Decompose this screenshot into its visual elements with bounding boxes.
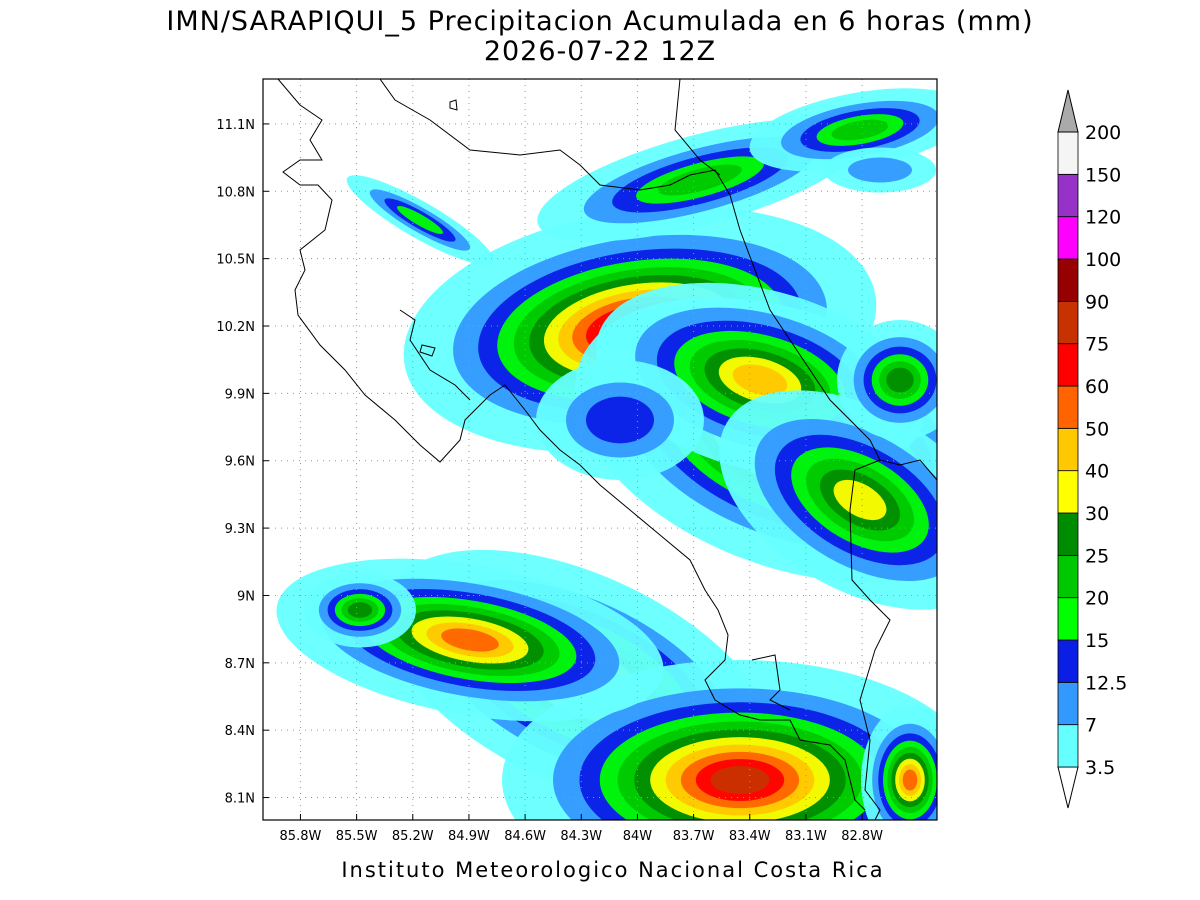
precipitation-field xyxy=(276,88,937,820)
lon-tick-label: 84W xyxy=(623,829,653,844)
colorbar-label: 30 xyxy=(1085,503,1109,525)
colorbar-label: 120 xyxy=(1085,207,1121,229)
lat-tick-label: 10.5N xyxy=(216,253,255,268)
lat-tick-label: 10.8N xyxy=(216,185,255,200)
colorbar-band xyxy=(1057,724,1079,768)
colorbar-label: 50 xyxy=(1085,418,1109,440)
lat-tick-label: 8.7N xyxy=(225,657,255,672)
colorbar-band xyxy=(1057,427,1079,472)
colorbar-band xyxy=(1057,681,1079,726)
lat-tick-label: 11.1N xyxy=(216,118,255,133)
colorbar: 3.5 7 12.5 15 20 25 30 40 50 60 75 90 100 120 150 200 xyxy=(1057,89,1127,809)
colorbar-label: 75 xyxy=(1085,334,1109,356)
precip-contour xyxy=(347,602,373,618)
lon-tick-label: 84.9W xyxy=(448,829,490,844)
colorbar-label: 25 xyxy=(1085,545,1109,567)
lon-tick-label: 83.1W xyxy=(785,829,827,844)
colorbar-band xyxy=(1057,639,1079,683)
colorbar-band xyxy=(1057,512,1079,556)
lat-tick-label: 9.6N xyxy=(225,455,255,470)
precip-contour xyxy=(833,479,887,521)
colorbar-label: 40 xyxy=(1085,461,1109,483)
lon-tick-label: 82.8W xyxy=(841,829,883,844)
lon-tick-label: 85.5W xyxy=(336,829,378,844)
lon-tick-label: 83.4W xyxy=(729,829,771,844)
lon-tick-label: 84.3W xyxy=(560,829,602,844)
colorbar-label: 90 xyxy=(1085,291,1109,313)
graticule: 11.1N 10.8N 10.5N 10.2N 9.9N 9.6N 9.3N 9N 8.7N 8.… xyxy=(216,79,937,844)
colorbar-label: 150 xyxy=(1085,164,1121,186)
precip-contour xyxy=(886,367,914,393)
footer: Instituto Meteorologico Nacional Costa R… xyxy=(341,858,884,882)
colorbar-over xyxy=(1057,89,1079,133)
colorbar-label: 3.5 xyxy=(1085,757,1115,779)
precip-contour xyxy=(586,396,654,444)
map-frame xyxy=(262,78,938,821)
precip-contour xyxy=(831,119,889,141)
colorbar-label: 200 xyxy=(1085,122,1121,144)
lon-tick-label: 83.7W xyxy=(673,829,715,844)
colorbar-label: 12.5 xyxy=(1085,672,1127,694)
coastlines xyxy=(277,79,937,820)
lat-tick-label: 9.9N xyxy=(225,387,255,402)
lon-tick-label: 84.6W xyxy=(504,829,546,844)
precip-contour xyxy=(658,164,742,196)
colorbar-band xyxy=(1057,470,1079,514)
colorbar-band xyxy=(1057,554,1079,599)
precip-contour xyxy=(732,364,788,396)
colorbar-label: 20 xyxy=(1085,588,1109,610)
colorbar-label: 60 xyxy=(1085,376,1109,398)
lat-tick-label: 8.1N xyxy=(225,792,255,807)
colorbar-band xyxy=(1057,131,1079,175)
colorbar-band xyxy=(1057,385,1079,429)
colorbar-band xyxy=(1057,258,1079,302)
precip-contour xyxy=(396,205,444,235)
map-subtitle: 2026-07-22 12Z xyxy=(484,36,716,67)
lat-tick-label: 8.4N xyxy=(225,724,255,739)
colorbar-band xyxy=(1057,300,1079,345)
precip-contour xyxy=(710,766,770,794)
lon-tick-label: 85.2W xyxy=(392,829,434,844)
colorbar-band xyxy=(1057,216,1079,260)
precip-contour xyxy=(848,157,912,183)
colorbar-band xyxy=(1057,173,1079,218)
lat-tick-label: 9.3N xyxy=(225,522,255,537)
precip-contour xyxy=(441,628,499,652)
colorbar-label: 100 xyxy=(1085,249,1121,271)
map-title: IMN/SARAPIQUI_5 Precipitacion Acumulada … xyxy=(166,6,1033,37)
lat-tick-label: 9N xyxy=(237,589,255,604)
colorbar-label: 15 xyxy=(1085,630,1109,652)
precip-contour xyxy=(902,769,918,791)
lon-tick-label: 85.8W xyxy=(280,829,322,844)
lat-tick-label: 10.2N xyxy=(216,320,255,335)
colorbar-under xyxy=(1057,766,1079,809)
colorbar-band xyxy=(1057,343,1079,387)
colorbar-label: 7 xyxy=(1085,715,1097,737)
colorbar-band xyxy=(1057,597,1079,641)
